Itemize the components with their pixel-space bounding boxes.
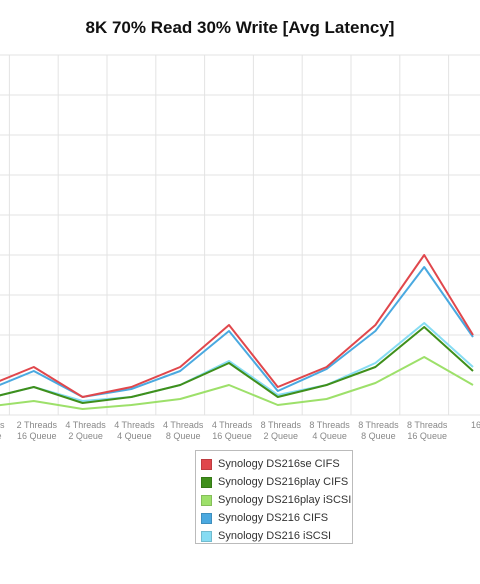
legend-item[interactable]: Synology DS216play iSCSI — [201, 491, 352, 509]
x-tick-label: 4 Threads — [65, 420, 106, 430]
x-tick-label: 4 Threads — [212, 420, 253, 430]
x-tick-label: 16 Queue — [212, 431, 252, 441]
x-tick-label: 4 Queue — [312, 431, 347, 441]
legend-item[interactable]: Synology DS216 CIFS — [201, 509, 352, 527]
legend-label: Synology DS216 CIFS — [218, 512, 329, 524]
legend-swatch — [201, 530, 212, 542]
x-tick-label: 16 Queue — [407, 431, 447, 441]
x-tick-label: 4 Threads — [163, 420, 204, 430]
x-tick-label: 8 Queue — [166, 431, 201, 441]
grid-lines — [0, 54, 480, 416]
x-tick-label: 8 Threads — [261, 420, 302, 430]
x-tick-label: 2 Queue — [68, 431, 103, 441]
series-lines — [0, 254, 474, 410]
legend-swatch — [201, 476, 212, 488]
series-line-synology-ds216-cifs — [0, 266, 474, 398]
x-tick-label: 4 Threads — [114, 420, 155, 430]
x-tick-label: 2 Threads — [17, 420, 58, 430]
series-line-synology-ds216se-cifs — [0, 254, 474, 398]
legend-swatch — [201, 458, 212, 470]
legend-label: Synology DS216se CIFS — [218, 458, 340, 470]
x-tick-label: 8 Queue — [361, 431, 396, 441]
x-tick-label: Threads — [0, 420, 5, 430]
x-tick-label: 2 Queue — [264, 431, 299, 441]
legend-item[interactable]: Synology DS216se CIFS — [201, 455, 352, 473]
series-line-synology-ds216play-iscsi — [0, 356, 474, 410]
x-tick-label: 16 — [471, 420, 480, 430]
x-tick-label: 8 Threads — [358, 420, 399, 430]
x-tick-label: 16 Queue — [17, 431, 57, 441]
legend-swatch — [201, 494, 212, 506]
x-tick-label: 4 Queue — [117, 431, 152, 441]
x-tick-label: 8 Threads — [407, 420, 448, 430]
legend-swatch — [201, 512, 212, 524]
x-tick-label: 8 Threads — [309, 420, 350, 430]
legend-label: Synology DS216play iSCSI — [218, 494, 352, 506]
series-line-synology-ds216-iscsi — [0, 322, 474, 402]
legend-label: Synology DS216 iSCSI — [218, 530, 332, 542]
legend-label: Synology DS216play CIFS — [218, 476, 349, 488]
legend-item[interactable]: Synology DS216 iSCSI — [201, 527, 352, 545]
legend: Synology DS216se CIFS Synology DS216play … — [195, 450, 353, 544]
series-line-synology-ds216play-cifs — [0, 326, 474, 404]
chart-title: 8K 70% Read 30% Write [Avg Latency] — [85, 18, 395, 37]
legend-item[interactable]: Synology DS216play CIFS — [201, 473, 352, 491]
x-tick-label: Queue — [0, 431, 2, 441]
